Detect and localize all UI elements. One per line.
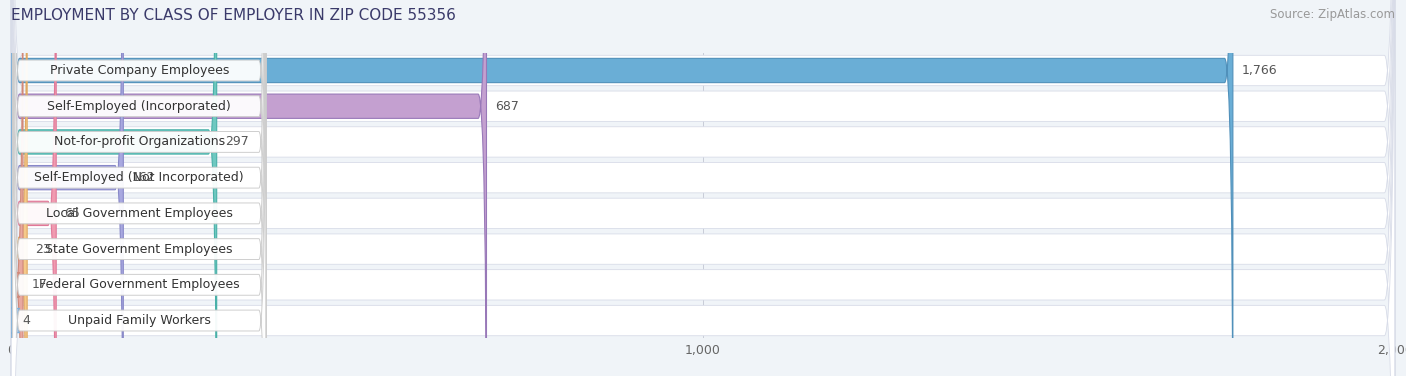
FancyBboxPatch shape (11, 0, 22, 376)
Text: Unpaid Family Workers: Unpaid Family Workers (67, 314, 211, 327)
Text: Self-Employed (Incorporated): Self-Employed (Incorporated) (48, 100, 231, 113)
FancyBboxPatch shape (13, 0, 266, 376)
Text: Local Government Employees: Local Government Employees (46, 207, 232, 220)
FancyBboxPatch shape (13, 0, 266, 376)
Text: 4: 4 (22, 314, 30, 327)
FancyBboxPatch shape (13, 0, 266, 376)
Text: Private Company Employees: Private Company Employees (49, 64, 229, 77)
Text: 162: 162 (132, 171, 155, 184)
Text: Not-for-profit Organizations: Not-for-profit Organizations (53, 135, 225, 149)
FancyBboxPatch shape (11, 0, 486, 376)
Text: 1,766: 1,766 (1241, 64, 1277, 77)
FancyBboxPatch shape (11, 0, 56, 376)
FancyBboxPatch shape (11, 0, 27, 376)
FancyBboxPatch shape (11, 0, 1395, 376)
Text: 23: 23 (35, 243, 51, 256)
FancyBboxPatch shape (11, 0, 1395, 376)
Text: 17: 17 (31, 278, 48, 291)
Text: 297: 297 (225, 135, 249, 149)
FancyBboxPatch shape (13, 0, 266, 376)
FancyBboxPatch shape (11, 0, 217, 376)
FancyBboxPatch shape (11, 0, 124, 376)
FancyBboxPatch shape (11, 0, 1395, 376)
FancyBboxPatch shape (11, 0, 1233, 376)
FancyBboxPatch shape (11, 0, 1395, 376)
Text: 687: 687 (495, 100, 519, 113)
FancyBboxPatch shape (11, 0, 1395, 376)
FancyBboxPatch shape (13, 0, 266, 376)
FancyBboxPatch shape (11, 0, 1395, 376)
Text: Federal Government Employees: Federal Government Employees (39, 278, 239, 291)
Text: Self-Employed (Not Incorporated): Self-Employed (Not Incorporated) (34, 171, 245, 184)
FancyBboxPatch shape (13, 0, 266, 376)
Text: Source: ZipAtlas.com: Source: ZipAtlas.com (1270, 8, 1395, 21)
Text: EMPLOYMENT BY CLASS OF EMPLOYER IN ZIP CODE 55356: EMPLOYMENT BY CLASS OF EMPLOYER IN ZIP C… (11, 8, 456, 23)
FancyBboxPatch shape (6, 0, 20, 376)
FancyBboxPatch shape (11, 0, 1395, 376)
FancyBboxPatch shape (11, 0, 1395, 376)
FancyBboxPatch shape (13, 0, 266, 376)
Text: State Government Employees: State Government Employees (45, 243, 233, 256)
Text: 65: 65 (65, 207, 80, 220)
FancyBboxPatch shape (13, 0, 266, 376)
